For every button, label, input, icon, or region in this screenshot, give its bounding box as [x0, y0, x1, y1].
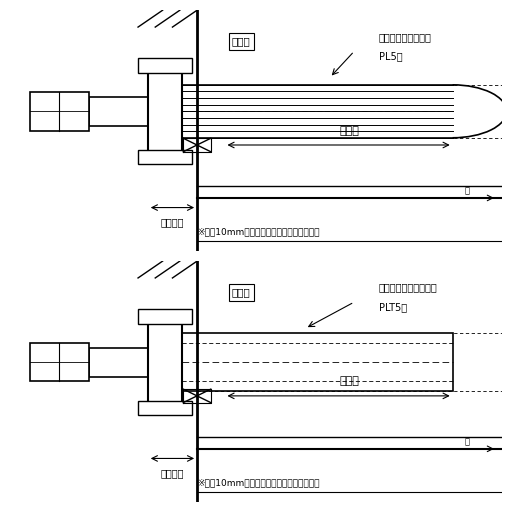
Text: ノズル部: ノズル部	[161, 217, 184, 227]
Text: ※部は10mm以上とることをおすすめします: ※部は10mm以上とることをおすすめします	[197, 227, 319, 236]
Text: 〜: 〜	[465, 186, 470, 196]
Text: ※部は10mm以上とることをおすすめします: ※部は10mm以上とることをおすすめします	[197, 478, 319, 487]
Bar	[138, 309, 192, 324]
Bar	[148, 63, 182, 159]
Text: タンク: タンク	[232, 36, 251, 47]
Text: 発熱部: 発熱部	[339, 376, 359, 387]
Text: タンク: タンク	[232, 287, 251, 297]
Text: 〜: 〜	[465, 437, 470, 446]
Bar	[182, 333, 453, 391]
Text: 板フランジヒーター: 板フランジヒーター	[379, 32, 432, 41]
Bar	[138, 58, 192, 73]
Bar	[30, 343, 89, 381]
Text: 発熱部: 発熱部	[339, 125, 359, 136]
Text: ノズル部: ノズル部	[161, 468, 184, 478]
Text: PL5型: PL5型	[379, 51, 402, 61]
Bar	[30, 92, 89, 131]
Bar	[89, 97, 148, 126]
Text: PLT5型: PLT5型	[379, 302, 407, 312]
Bar	[138, 401, 192, 415]
Bar	[148, 314, 182, 410]
Bar	[89, 348, 148, 377]
Text: 筒型フランジヒーター: 筒型フランジヒーター	[379, 283, 438, 292]
Bar	[138, 150, 192, 164]
